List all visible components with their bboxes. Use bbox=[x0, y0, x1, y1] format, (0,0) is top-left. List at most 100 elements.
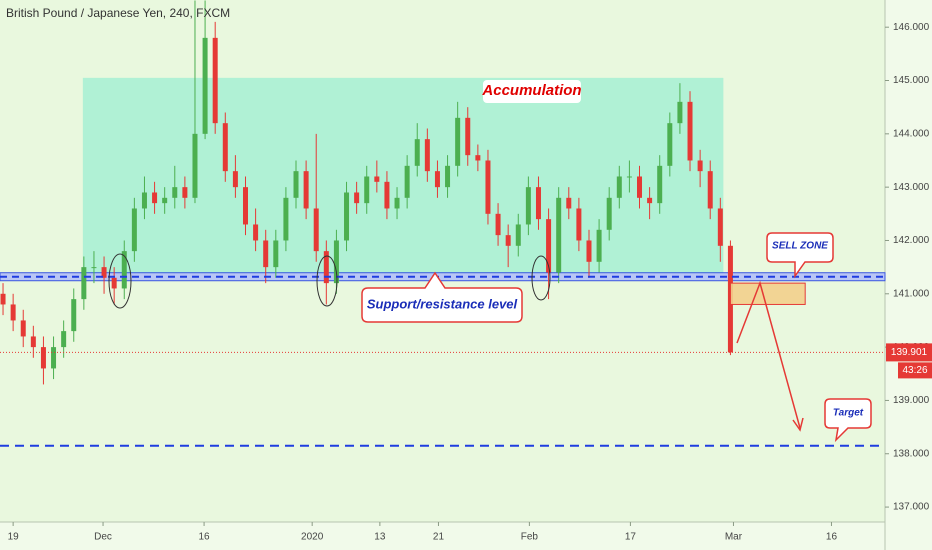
candle-body bbox=[10, 304, 16, 321]
candle-body bbox=[61, 331, 67, 348]
annotation: SELL ZONE bbox=[772, 241, 828, 252]
candle-body bbox=[111, 277, 117, 289]
candle-body bbox=[71, 299, 77, 332]
candle-body bbox=[212, 37, 218, 124]
candle-body bbox=[202, 37, 208, 134]
price-tag bbox=[886, 343, 932, 362]
candle-body bbox=[717, 208, 723, 246]
highlight-circle bbox=[108, 253, 132, 309]
y-tick-label: 145.000 bbox=[893, 75, 930, 86]
candle-body bbox=[404, 165, 410, 198]
candle-body bbox=[525, 187, 531, 225]
candle-body bbox=[182, 187, 188, 198]
candle-body bbox=[273, 240, 279, 268]
candle-body bbox=[445, 165, 451, 188]
candle-body bbox=[152, 192, 158, 204]
candle-body bbox=[515, 224, 521, 246]
candle-body bbox=[121, 251, 127, 289]
x-tick-label: 17 bbox=[625, 532, 637, 543]
candle-body bbox=[677, 101, 683, 124]
countdown-tag bbox=[898, 362, 932, 379]
candle-body bbox=[596, 229, 602, 262]
candle-body bbox=[576, 208, 582, 241]
x-tick-label: Mar bbox=[725, 532, 743, 543]
candle-body bbox=[81, 267, 87, 300]
candle-body bbox=[313, 208, 319, 252]
y-tick-label: 144.000 bbox=[893, 128, 930, 139]
annotation: Target bbox=[833, 408, 864, 419]
x-tick-label: 21 bbox=[433, 532, 445, 543]
countdown-label: 43:26 bbox=[902, 365, 927, 376]
accumulation-zone bbox=[82, 77, 724, 278]
candle-body bbox=[647, 197, 653, 204]
price-axis-background bbox=[885, 0, 932, 550]
x-tick-label: Feb bbox=[521, 532, 539, 543]
x-tick-label: 16 bbox=[199, 532, 211, 543]
candle-body bbox=[232, 171, 238, 188]
chart-title: British Pound / Japanese Yen, 240, FXCM bbox=[6, 6, 230, 20]
y-tick-label: 146.000 bbox=[893, 22, 930, 33]
annotation-callout bbox=[766, 232, 834, 279]
candle-body bbox=[20, 320, 26, 337]
candle-body bbox=[586, 240, 592, 262]
y-tick-label: 143.000 bbox=[893, 182, 930, 193]
candle-body bbox=[434, 171, 440, 188]
candle-body bbox=[616, 176, 622, 198]
annotation-callout bbox=[361, 271, 523, 323]
candle-body bbox=[637, 176, 643, 198]
annotation-callout bbox=[824, 398, 872, 443]
candle-body bbox=[566, 197, 572, 209]
annotation-box bbox=[483, 80, 581, 103]
x-tick-label: 2020 bbox=[301, 532, 324, 543]
support-band bbox=[0, 272, 886, 282]
price-tag-label: 139.901 bbox=[891, 347, 928, 358]
y-tick-label: 142.000 bbox=[893, 235, 930, 246]
candle-body bbox=[101, 267, 107, 278]
annotation: Accumulation bbox=[481, 82, 581, 99]
candle-body bbox=[323, 251, 329, 284]
candle-body bbox=[697, 160, 703, 172]
candle-body bbox=[283, 197, 289, 241]
candle-body bbox=[293, 171, 299, 198]
candle-body bbox=[424, 139, 430, 172]
candle-body bbox=[535, 187, 541, 220]
x-tick-label: Dec bbox=[94, 532, 112, 543]
highlight-circle bbox=[316, 255, 338, 307]
candle-body bbox=[495, 213, 501, 236]
y-tick-label: 137.000 bbox=[893, 502, 930, 513]
candle-body bbox=[131, 208, 137, 252]
candle-body bbox=[51, 347, 57, 369]
candle-body bbox=[242, 187, 248, 225]
candle-body bbox=[485, 160, 491, 214]
candle-body bbox=[505, 235, 511, 246]
candle-body bbox=[374, 176, 380, 182]
candle-body bbox=[162, 197, 168, 204]
candle-body bbox=[384, 181, 390, 209]
candle-body bbox=[414, 139, 420, 166]
x-tick-label: 13 bbox=[374, 532, 386, 543]
candle-body bbox=[263, 240, 269, 268]
candle-body bbox=[475, 155, 481, 161]
candle-body bbox=[0, 293, 6, 305]
candle-body bbox=[303, 171, 309, 209]
candle-body bbox=[192, 133, 198, 198]
candle-body bbox=[707, 171, 713, 209]
candle-body bbox=[465, 117, 471, 156]
candle-body bbox=[626, 176, 632, 178]
y-tick-label: 139.000 bbox=[893, 395, 930, 406]
candle-body bbox=[364, 176, 370, 204]
sell-zone bbox=[729, 282, 806, 305]
x-tick-label: 19 bbox=[8, 532, 20, 543]
x-tick-label: 16 bbox=[826, 532, 838, 543]
candle-body bbox=[344, 192, 350, 241]
candle-body bbox=[333, 240, 339, 284]
candle-body bbox=[91, 267, 97, 269]
candle-body bbox=[606, 197, 612, 230]
highlight-circle bbox=[531, 255, 551, 301]
y-tick-label: 141.000 bbox=[893, 288, 930, 299]
candle-body bbox=[40, 347, 46, 369]
arrow-head bbox=[792, 417, 804, 432]
candle-body bbox=[354, 192, 360, 204]
candle-body bbox=[657, 165, 663, 204]
